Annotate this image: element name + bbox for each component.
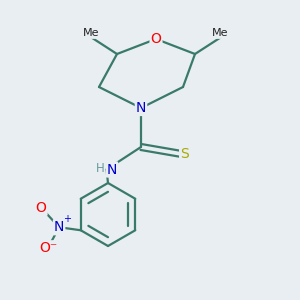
Text: N: N <box>136 101 146 115</box>
Text: O: O <box>151 32 161 46</box>
Text: O: O <box>36 201 46 215</box>
Text: S: S <box>180 148 189 161</box>
Text: Me: Me <box>212 28 229 38</box>
Text: N: N <box>54 220 64 234</box>
Text: Me: Me <box>83 28 100 38</box>
Text: N: N <box>107 163 117 176</box>
Text: H: H <box>95 161 104 175</box>
Text: O⁻: O⁻ <box>40 241 58 255</box>
Text: +: + <box>64 214 71 224</box>
